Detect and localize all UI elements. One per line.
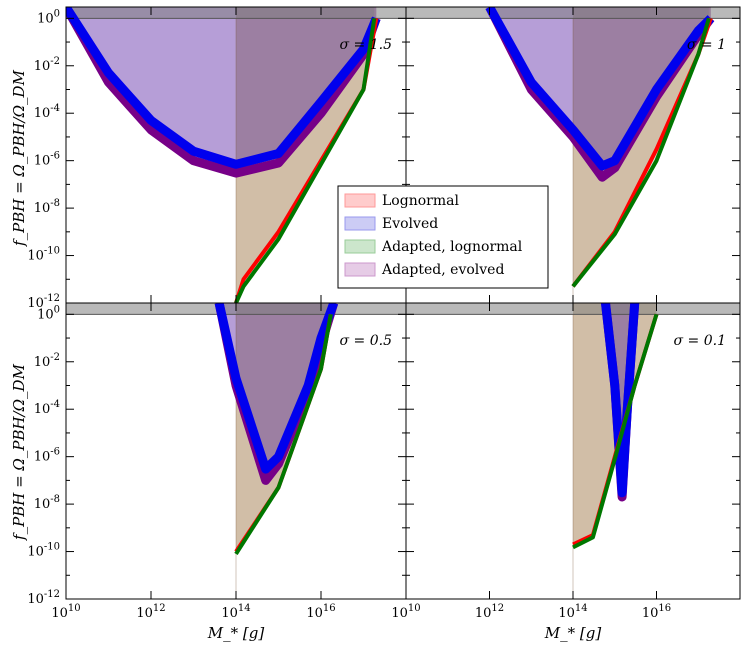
sigma-label: σ = 0.1 (674, 333, 726, 349)
legend: Lognormal Evolved Adapted, lognormal Ada… (337, 185, 549, 289)
curve-evolved (66, 7, 381, 169)
fill-lognormal (573, 7, 711, 287)
y-tick-label: 10-12 (27, 589, 60, 607)
fill-lognormal (236, 303, 331, 552)
x-axis-label-right: M_* [g] (544, 624, 602, 642)
legend-swatch-lognormal (344, 193, 376, 208)
y-tick-label: 100 (37, 304, 60, 322)
y-tick-label: 10-6 (34, 151, 60, 169)
x-tick-label: 1012 (475, 603, 504, 621)
legend-swatch-adapted-evolved (344, 262, 376, 277)
y-tick-label: 10-2 (34, 56, 60, 74)
legend-swatch-adapted-lognormal (344, 239, 376, 254)
panel-bottom-right: 1010 1012 1014 1016 σ = 0.1 (391, 302, 741, 621)
curve-adapted-lognormal (572, 313, 659, 550)
curve-evolved (601, 303, 640, 498)
legend-label-adapted-lognormal: Adapted, lognormal (381, 239, 523, 255)
y-tick-label: 10-6 (34, 447, 60, 465)
legend-label-adapted-evolved: Adapted, evolved (381, 262, 504, 278)
x-tick-label: 1014 (221, 603, 250, 621)
y-tick-label: 10-2 (34, 352, 60, 370)
sigma-label: σ = 1 (687, 37, 726, 53)
fill-adapted-evolved (219, 303, 334, 481)
curve-adapted-lognormal (571, 17, 711, 288)
sigma-label: σ = 0.5 (340, 333, 393, 349)
x-tick-label: 1010 (391, 603, 420, 621)
y-tick-label: 10-8 (34, 198, 60, 216)
y-axis-label-bottom: f_PBH = Ω_PBH/Ω_DM (10, 363, 28, 541)
fill-evolved (219, 303, 334, 470)
y-tick-label: 10-4 (34, 399, 60, 417)
x-tick-label: 1014 (558, 603, 587, 621)
x-tick-label: 1012 (136, 603, 165, 621)
sigma-label: σ = 1.5 (340, 37, 393, 53)
x-tick-label: 1016 (642, 603, 671, 621)
curve-adapted-lognormal (234, 18, 377, 303)
y-tick-label: 10-4 (34, 103, 60, 121)
legend-label-evolved: Evolved (382, 216, 438, 232)
y-tick-label: 100 (37, 8, 60, 26)
fill-adapted-evolved (489, 7, 711, 178)
curve-evolved (214, 303, 339, 474)
x-tick-label: 1016 (306, 603, 335, 621)
legend-label-lognormal: Lognormal (382, 193, 459, 209)
x-axis-label-left: M_* [g] (207, 624, 265, 642)
y-tick-label: 10-10 (27, 542, 60, 560)
y-axis-label-top: f_PBH = Ω_PBH/Ω_DM (10, 69, 28, 247)
fill-adapted-lognormal (236, 303, 331, 554)
panel-top-right: σ = 1 (405, 6, 741, 304)
plot-area (406, 7, 740, 303)
curve-adapted-lognormal (234, 313, 333, 555)
legend-swatch-evolved (344, 216, 376, 231)
fill-evolved (489, 7, 711, 166)
plot-area (66, 303, 406, 599)
curve-evolved (485, 7, 714, 171)
y-tick-label: 10-8 (34, 494, 60, 512)
curve-adapted-evolved (66, 7, 381, 178)
y-tick-label: 10-10 (27, 246, 60, 264)
panel-bottom-left: 10-12 10-10 10-8 10-6 10-4 10-2 100 1010 1012 101… (27, 302, 407, 621)
x-tick-label: 1010 (51, 603, 80, 621)
